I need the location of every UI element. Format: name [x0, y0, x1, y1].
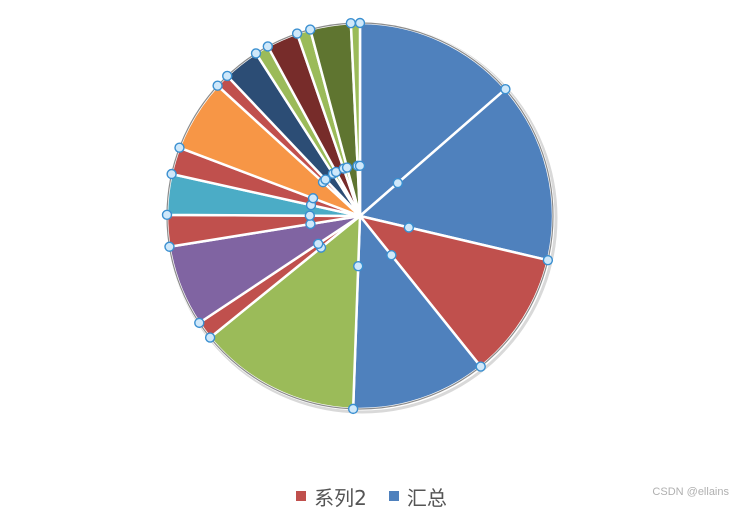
selection-handle-21[interactable] [212, 80, 223, 91]
selection-handle-15[interactable] [161, 209, 173, 221]
selection-handle-24[interactable] [320, 174, 331, 185]
selection-handle-17[interactable] [166, 168, 177, 180]
selection-handle-33[interactable] [345, 18, 357, 29]
legend-label-series2: 系列2 [314, 485, 367, 510]
selection-handle-4[interactable] [403, 222, 415, 233]
selection-handle-32[interactable] [341, 162, 353, 173]
selection-handle-5[interactable] [475, 361, 486, 372]
selection-handle-8[interactable] [353, 260, 364, 272]
selection-handle-31[interactable] [305, 24, 316, 35]
selection-handle-2[interactable] [392, 177, 404, 189]
selection-handle-1[interactable] [500, 83, 511, 95]
selection-handle-9[interactable] [204, 332, 216, 343]
pie-chart [161, 17, 558, 415]
selection-handle-29[interactable] [291, 28, 303, 39]
selection-handle-19[interactable] [174, 142, 185, 153]
legend-swatch-series2 [296, 491, 307, 501]
legend-label-total: 汇总 [406, 485, 447, 510]
selection-handle-3[interactable] [542, 255, 554, 266]
selection-handle-36[interactable] [354, 160, 366, 172]
selection-handle-20[interactable] [307, 193, 319, 204]
selection-handle-6[interactable] [386, 249, 397, 261]
legend-swatch-total [388, 491, 399, 501]
selection-handle-16[interactable] [304, 210, 316, 221]
selection-handle-11[interactable] [194, 317, 205, 329]
legend-item-series2[interactable]: 系列2 [296, 482, 367, 511]
watermark: CSDN @ellains [652, 486, 729, 498]
selection-handle-35[interactable] [354, 17, 366, 29]
legend-item-total[interactable]: 汇总 [388, 482, 447, 511]
selection-handle-12[interactable] [313, 238, 324, 249]
selection-handle-27[interactable] [262, 41, 274, 52]
selection-handle-13[interactable] [164, 241, 175, 252]
selection-handle-7[interactable] [347, 403, 359, 415]
selection-handle-25[interactable] [250, 48, 262, 59]
selection-handle-23[interactable] [222, 70, 233, 82]
